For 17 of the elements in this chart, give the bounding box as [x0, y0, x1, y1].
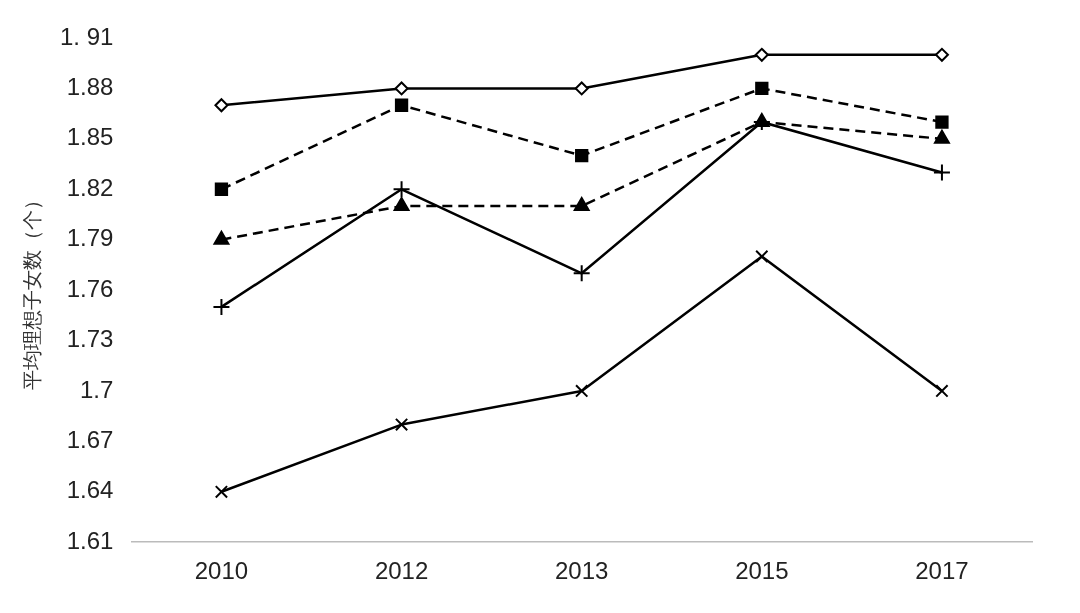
y-axis-title: 平均理想子女数（个）: [20, 190, 45, 391]
y-tick-label: 1.88: [66, 73, 114, 101]
y-tick-label: 1.64: [66, 476, 114, 504]
y-tick-label: 1.76: [66, 274, 114, 302]
x-tick-label: 2010: [194, 557, 249, 585]
y-tick-label: 1. 91: [59, 22, 114, 50]
y-tick-label: 1.7: [80, 375, 114, 403]
y-tick-label: 1.79: [66, 224, 114, 252]
x-tick-label: 2017: [915, 557, 969, 585]
y-tick-label: 1.73: [66, 325, 114, 353]
x-tick-label: 2013: [554, 557, 609, 585]
x-tick-label: 2012: [374, 557, 429, 585]
y-tick-label: 1.85: [66, 123, 114, 151]
x-tick-label: 2015: [735, 557, 789, 585]
y-tick-label: 1.82: [66, 173, 114, 201]
y-tick-label: 1.61: [66, 526, 114, 554]
y-tick-label: 1.67: [66, 425, 114, 453]
